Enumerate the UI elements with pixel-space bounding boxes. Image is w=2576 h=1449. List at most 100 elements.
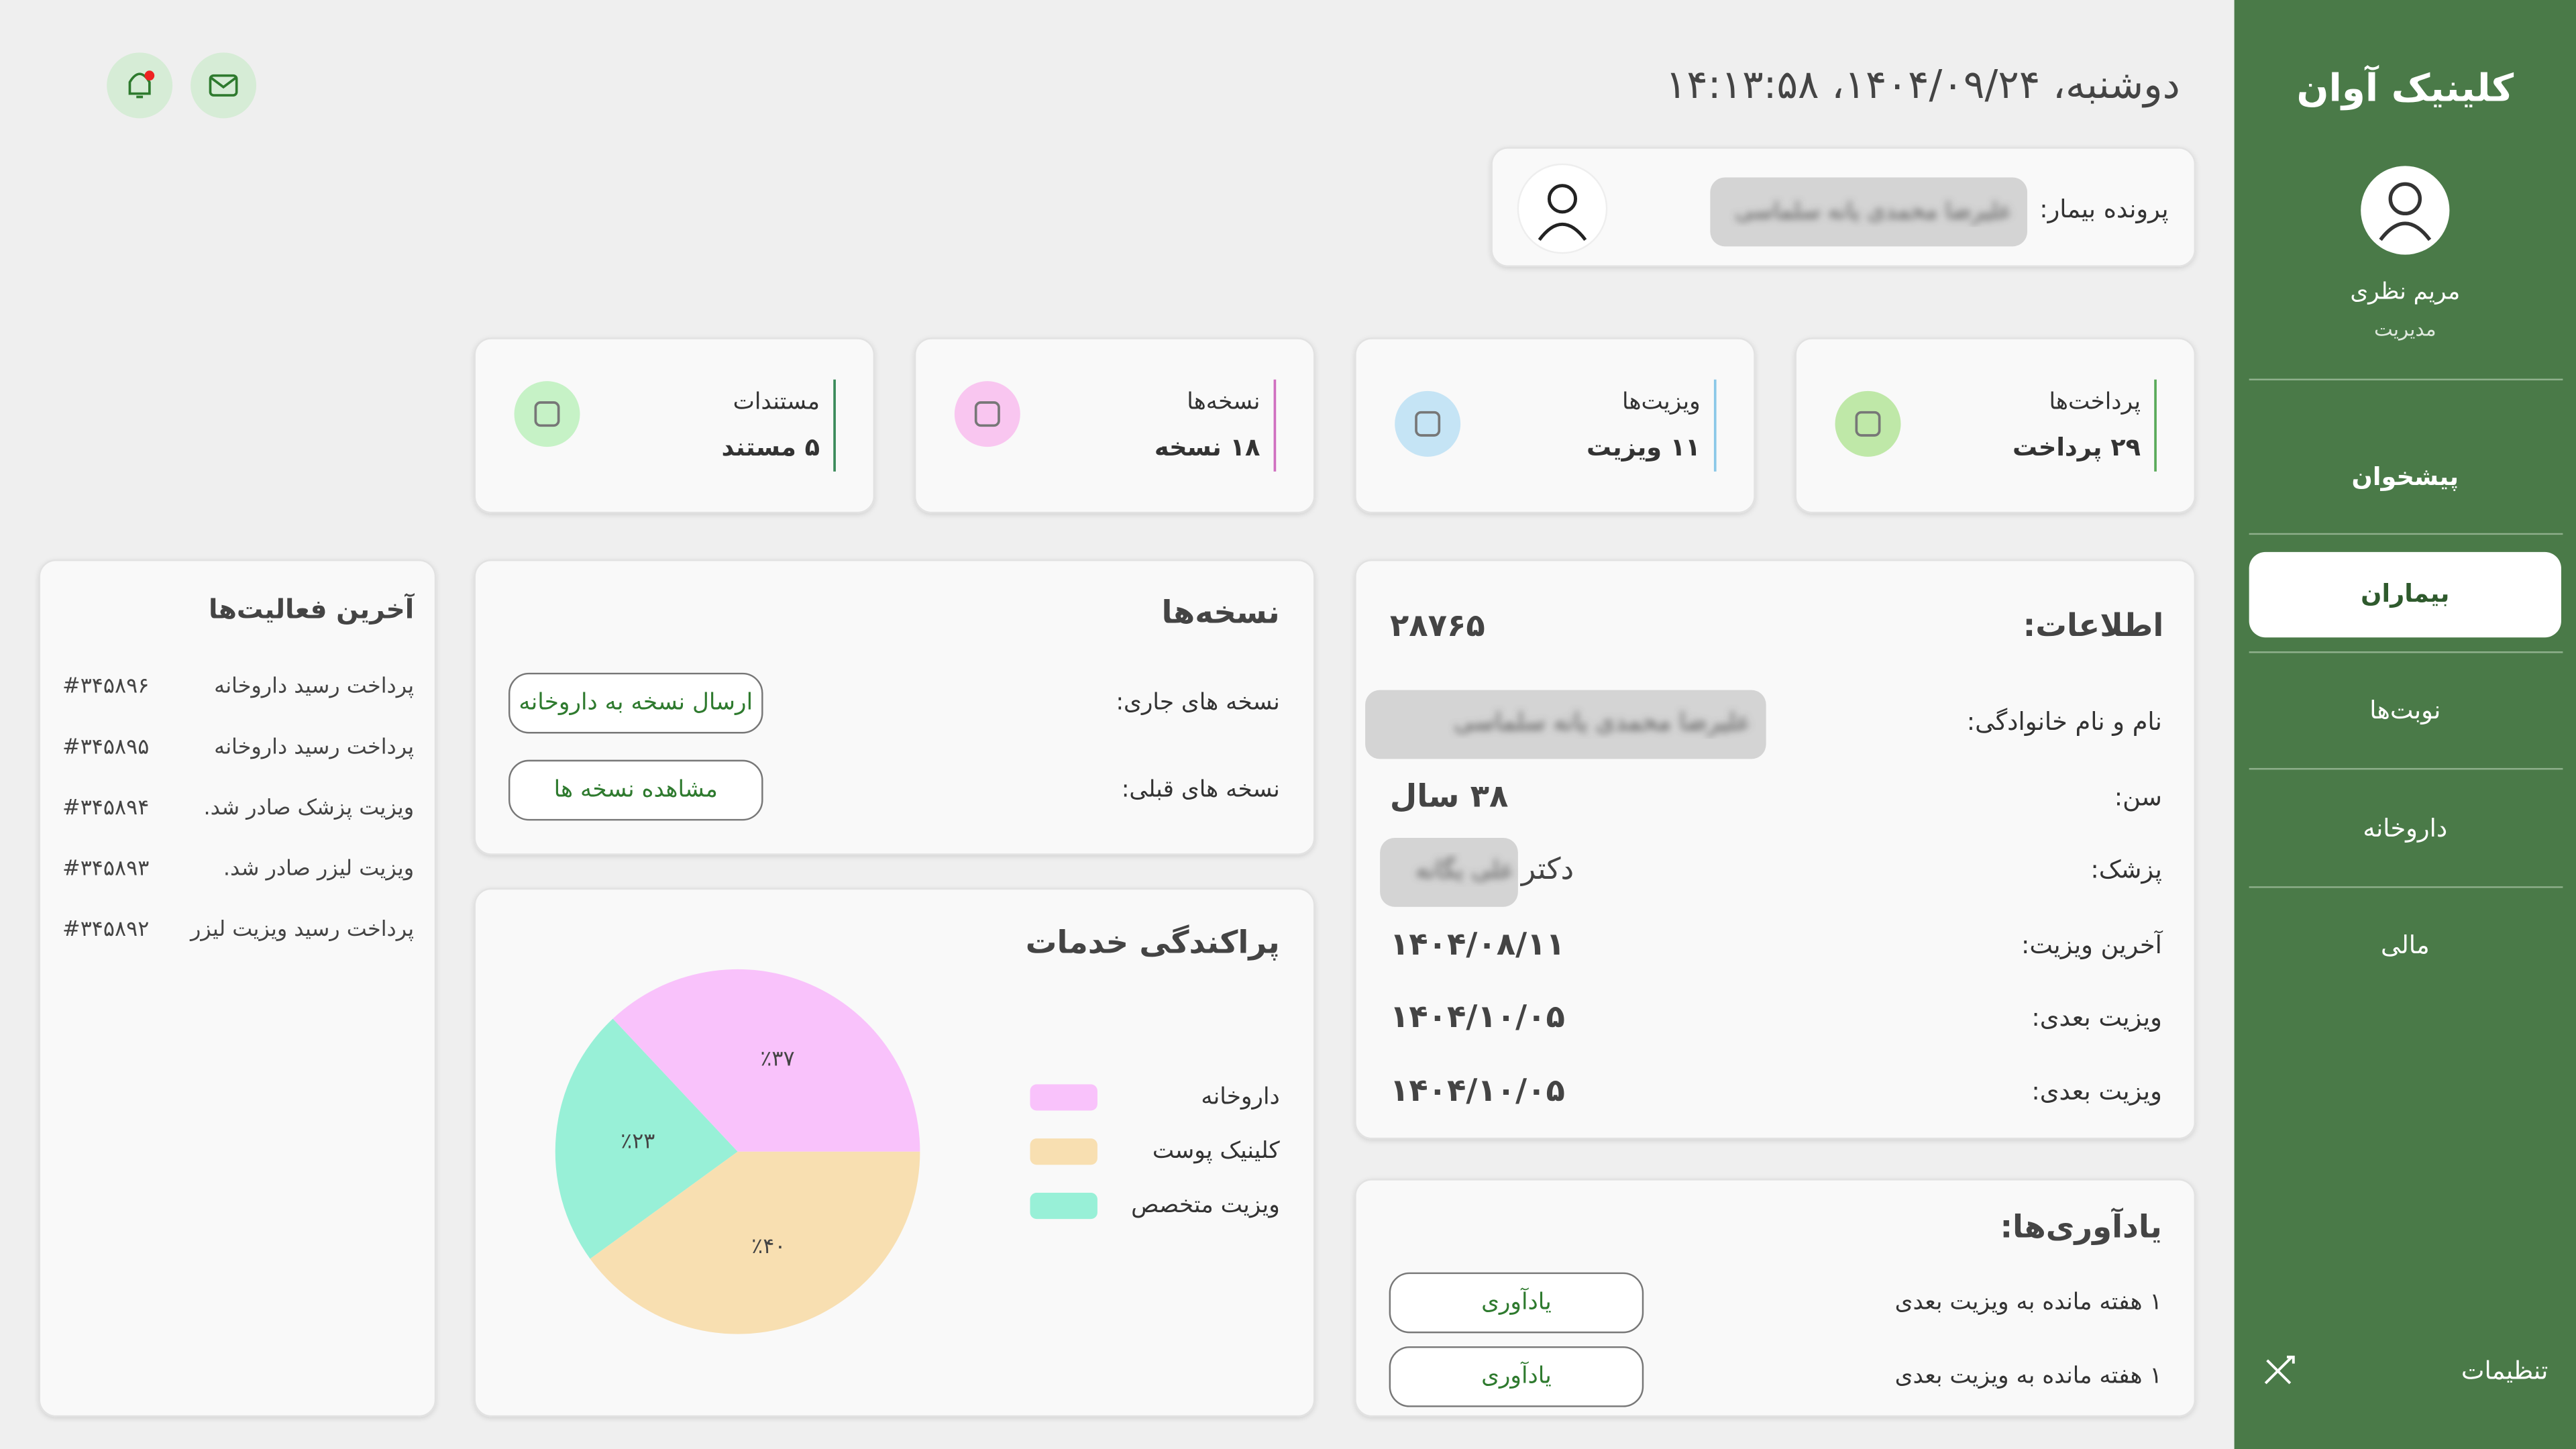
info-value: ۱۴۰۴/۱۰/۰۵: [1390, 1072, 1565, 1108]
pie-label: ٪۳۷: [760, 1046, 794, 1071]
info-label: سن:: [2114, 783, 2162, 812]
prescriptions-title: نسخه‌ها: [1161, 594, 1279, 630]
activity-list: پرداخت رسید داروخانه #۳۴۵۸۹۶ پرداخت رسید د…: [62, 673, 414, 941]
stat-card: [474, 337, 875, 514]
stat-icon: [1395, 390, 1461, 457]
menu-item[interactable]: بیماران: [2361, 579, 2449, 608]
legend-label: کلینیک پوست: [1152, 1137, 1281, 1164]
info-label: نام و نام خانوادگی:: [1967, 707, 2162, 736]
stat-card: [1794, 337, 2196, 514]
chart-title: پراکندگی خدمات: [1026, 924, 1280, 961]
settings-icon[interactable]: [2264, 1355, 2295, 1385]
stat-icon-glyph: [1415, 411, 1441, 437]
avatar-icon: [1547, 184, 1578, 214]
pie: ٪۳۷ ٪۲۳ ٪۴۰ داروخانه کلینیک پوست ویزیت متخصص: [555, 969, 1281, 1334]
stat-value: ۵ مستند: [722, 433, 820, 462]
stat-icon-glyph: [534, 401, 560, 427]
activity-text: پرداخت رسید داروخانه: [214, 673, 414, 698]
activities-card: [38, 559, 437, 1417]
activity-code: #۳۴۵۸۹۵: [62, 733, 149, 759]
reminder-button[interactable]: [1389, 1346, 1644, 1407]
name-mask: [1380, 837, 1518, 907]
datetime: دوشنبه، ۱۴۰۴/۰۹/۲۴، ۱۴:۱۳:۵۸: [1666, 61, 2180, 108]
prescription-rows: نسخه های جاری: ارسال نسخه به داروخانه نسخه…: [508, 672, 1280, 821]
menu-item[interactable]: داروخانه: [2363, 814, 2447, 843]
patient-file-label: پرونده بیمار:: [2039, 195, 2168, 223]
prescription-button[interactable]: [508, 759, 763, 821]
prescription-label: نسخه های قبلی:: [1122, 775, 1280, 802]
avatar-icon: [1538, 222, 1587, 241]
reminder-button[interactable]: [1389, 1272, 1644, 1334]
activities-title: آخرین فعالیت‌ها: [209, 593, 415, 625]
name-mask: [1365, 690, 1766, 759]
prescription-button-text[interactable]: ارسال نسخه به داروخانه: [519, 689, 753, 716]
stat-card: [914, 337, 1316, 514]
legend-swatch: [1030, 1084, 1097, 1111]
patient-name: علیرضا محمدی یانه سلماسی: [1735, 197, 2012, 224]
stat-value: ۲۹ پرداخت: [2012, 433, 2141, 462]
menu-active-bg[interactable]: [2249, 551, 2561, 638]
prescription-label: نسخه های جاری:: [1116, 689, 1280, 716]
stat-icon: [1835, 390, 1901, 457]
info-label: پزشک:: [2090, 855, 2161, 883]
bell-icon[interactable]: [128, 72, 151, 99]
reminder-rows: ۱ هفته مانده به ویزیت بعدی یادآوری ۱ هفته …: [1389, 1272, 2162, 1407]
notification-button[interactable]: [107, 52, 173, 119]
settings[interactable]: تنظیمات: [2461, 1356, 2548, 1385]
activity-code: #۳۴۵۸۹۴: [62, 794, 149, 820]
pie-label: ٪۲۳: [621, 1128, 655, 1154]
stat-value: ۱۱ ویزیت: [1587, 433, 1701, 462]
mail-icon[interactable]: [209, 76, 237, 89]
doctor-name: علی یگانه: [1415, 855, 1515, 883]
reminders-title: یادآوری‌ها:: [2000, 1207, 2161, 1245]
info-label: آخرین ویزیت:: [2021, 930, 2163, 959]
user-avatar: [2361, 166, 2450, 255]
menu-item[interactable]: نوبت‌ها: [2369, 696, 2440, 724]
mail-button[interactable]: [191, 52, 257, 119]
prescription-button-text[interactable]: مشاهده نسخه ها: [554, 775, 718, 802]
reminder-label: ۱ هفته مانده به ویزیت بعدی: [1895, 1289, 2162, 1316]
legend-label: داروخانه: [1201, 1083, 1279, 1110]
info-value: ۱۴۰۴/۰۸/۱۱: [1390, 926, 1565, 962]
user-name: مریم نظری: [2350, 278, 2460, 305]
reminder-button-text[interactable]: یادآوری: [1481, 1361, 1552, 1389]
info-label: ویزیت بعدی:: [2031, 1003, 2161, 1032]
legend-label: ویزیت متخصص: [1131, 1191, 1280, 1218]
info-title: اطلاعات:: [2023, 607, 2164, 643]
info-value: ۱۴۰۴/۱۰/۰۵: [1390, 998, 1565, 1034]
activity-text: پرداخت رسید داروخانه: [214, 733, 414, 759]
mail-icon[interactable]: [209, 74, 238, 97]
stat-icon: [954, 381, 1020, 447]
activity-text: پرداخت رسید ویزیت لیزر: [189, 916, 414, 941]
reminder-label: ۱ هفته مانده به ویزیت بعدی: [1895, 1362, 2162, 1389]
patient-avatar: [1517, 163, 1608, 254]
pie-label: ٪۴۰: [751, 1233, 786, 1258]
stat-title: نسخه‌ها: [1187, 388, 1260, 415]
stat-icon-glyph: [1855, 411, 1881, 437]
activity-code: #۳۴۵۸۹۲: [62, 916, 149, 941]
stat-value: ۱۸ نسخه: [1155, 433, 1260, 462]
full-name: علیرضا محمدی یانه سلماسی: [1454, 707, 1751, 736]
menu-item[interactable]: پیشخوان: [2352, 462, 2459, 491]
reminder-button-text[interactable]: یادآوری: [1481, 1287, 1552, 1316]
info-label: ویزیت بعدی:: [2031, 1077, 2161, 1106]
stat-card: [1354, 337, 1756, 514]
stats: پرداخت‌ها ۲۹ پرداخت ویزیت‌ها ۱۱ ویزیت نسخه‌ه…: [474, 337, 2196, 514]
activity-text: ویزیت پزشک صادر شد.: [204, 794, 415, 820]
brand: کلینیک آوان: [2296, 64, 2514, 110]
prescription-button[interactable]: [508, 672, 763, 734]
patient-id: ۲۸۷۶۵: [1390, 607, 1485, 643]
stat-title: مستندات: [733, 388, 820, 415]
info-rows: نام و نام خانوادگی: علیرضا محمدی یانه سلم…: [1365, 690, 2163, 1108]
stat-icon-glyph: [974, 401, 1000, 427]
user-role: مدیریت: [2374, 318, 2436, 341]
menu-item[interactable]: مالی: [2381, 930, 2430, 959]
pie-slice: [612, 969, 920, 1152]
legend-swatch: [1030, 1138, 1097, 1165]
doctor-prefix: دکتر: [1520, 852, 1574, 886]
pie-slice: [555, 1018, 738, 1259]
stat-title: پرداخت‌ها: [2049, 388, 2141, 415]
stat-icon: [514, 381, 580, 447]
